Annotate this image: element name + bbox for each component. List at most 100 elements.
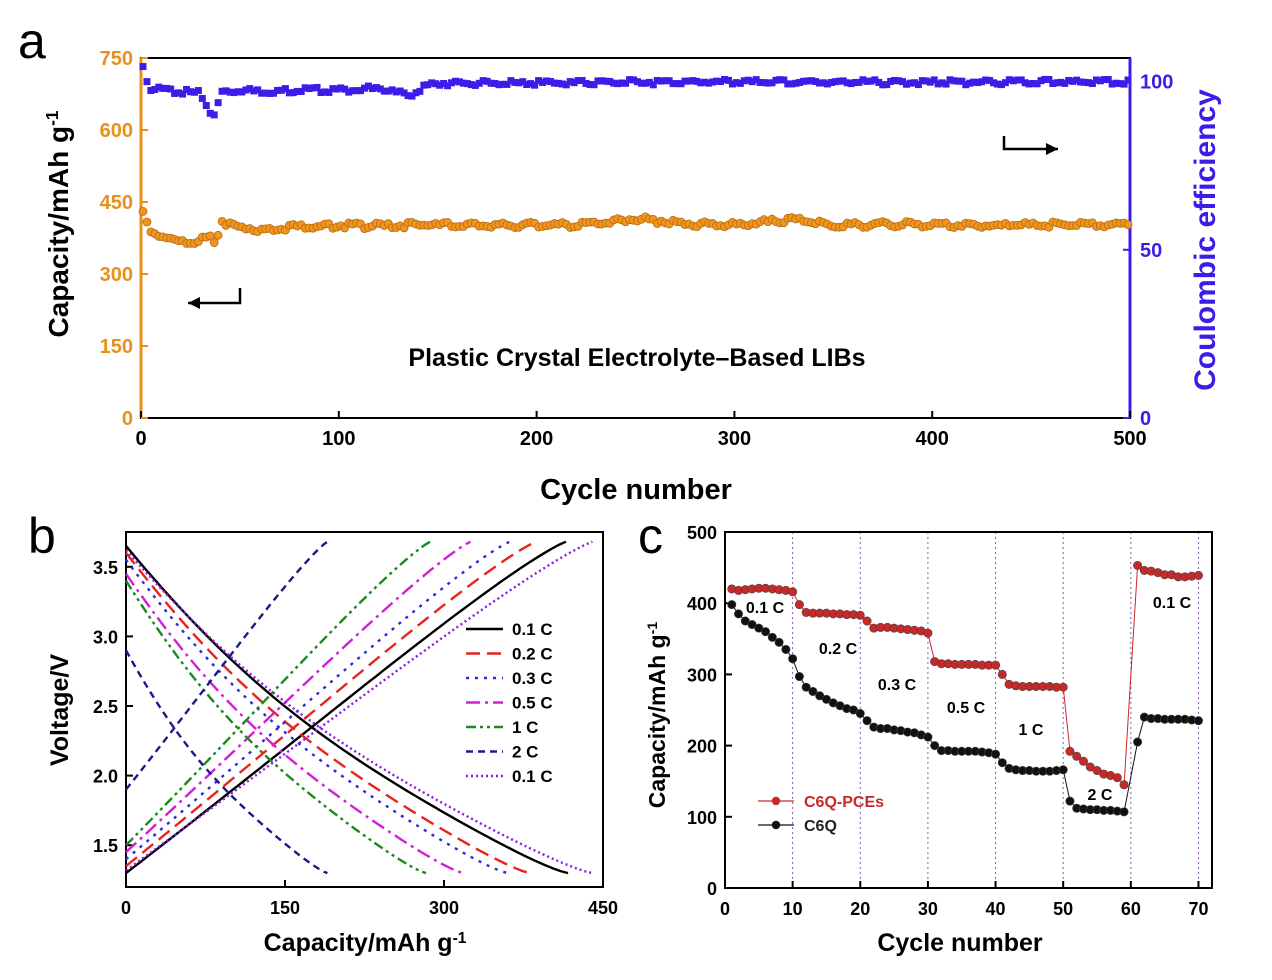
efficiency-point xyxy=(179,90,187,98)
efficiency-point xyxy=(930,76,938,84)
y-right-tick-label-a: 50 xyxy=(1140,240,1162,262)
right-arrow xyxy=(1002,136,1058,151)
efficiency-point xyxy=(222,87,230,95)
x-tick-label-c: 0 xyxy=(720,899,730,919)
efficiency-point xyxy=(214,99,222,107)
x-tick-label-a: 100 xyxy=(322,428,355,450)
efficiency-point xyxy=(578,76,586,84)
panel-label-c: c xyxy=(638,508,663,564)
efficiency-point xyxy=(808,77,816,85)
efficiency-point xyxy=(254,86,262,94)
y-tick-label-b: 1.5 xyxy=(93,836,118,856)
efficiency-point xyxy=(412,89,420,97)
y-right-tick-label-a: 100 xyxy=(1140,72,1173,94)
y-tick-label-b: 2.0 xyxy=(93,767,118,787)
efficiency-point xyxy=(250,87,258,95)
c6q-pces-point xyxy=(1058,682,1068,692)
y-left-tick-label-a: 0 xyxy=(122,408,133,430)
efficiency-point xyxy=(784,80,792,88)
x-tick-label-c: 70 xyxy=(1188,899,1208,919)
efficiency-point xyxy=(736,79,744,87)
panel-label-a: a xyxy=(18,13,46,69)
capacity-point xyxy=(209,238,219,247)
efficiency-point xyxy=(970,78,978,86)
plot-frame-b xyxy=(125,531,604,888)
efficiency-point xyxy=(685,77,693,85)
efficiency-point xyxy=(1049,80,1057,88)
efficiency-point xyxy=(728,80,736,88)
efficiency-point xyxy=(1017,76,1025,84)
efficiency-point xyxy=(289,89,297,97)
efficiency-point xyxy=(902,80,910,88)
capacity-point xyxy=(142,217,152,227)
efficiency-point xyxy=(1041,75,1049,83)
efficiency-point xyxy=(1100,76,1108,84)
plot-frame-c xyxy=(724,531,1213,889)
c6q-point xyxy=(1133,737,1143,747)
efficiency-point xyxy=(962,81,970,89)
y-tick-label-c: 200 xyxy=(687,737,717,757)
efficiency-point xyxy=(649,81,657,89)
y-left-axis-title-a: Capacity/mAh g-1 xyxy=(42,110,74,337)
efficiency-point xyxy=(934,80,942,88)
c6q-pces-point xyxy=(1119,780,1129,790)
c6q-point xyxy=(774,637,784,647)
c6q-point xyxy=(761,627,771,637)
efficiency-point xyxy=(491,79,499,87)
efficiency-point xyxy=(416,87,424,95)
efficiency-point xyxy=(151,85,159,93)
x-tick-label-c: 30 xyxy=(918,899,938,919)
y-left-axis-title-a-main: Capacity/mAh g xyxy=(43,126,74,338)
efficiency-point xyxy=(891,76,899,84)
efficiency-point xyxy=(855,78,863,86)
y-tick-label-c: 500 xyxy=(687,523,717,543)
y-tick-label-c: 400 xyxy=(687,594,717,614)
efficiency-point xyxy=(871,76,879,84)
y-left-tick-label-a: 450 xyxy=(100,192,133,214)
efficiency-point xyxy=(266,89,274,97)
efficiency-point xyxy=(1009,77,1017,85)
efficiency-point xyxy=(788,80,796,88)
capacity-point xyxy=(213,230,223,240)
efficiency-point xyxy=(515,79,523,87)
c6q-point xyxy=(794,672,804,682)
efficiency-point xyxy=(531,81,539,89)
efficiency-point xyxy=(637,79,645,87)
efficiency-point xyxy=(459,79,467,87)
c6q-pces-point xyxy=(991,660,1001,670)
efficiency-point xyxy=(420,81,428,89)
right-arrow-head xyxy=(1046,143,1058,155)
efficiency-point xyxy=(661,77,669,85)
y-axis-title-b: Voltage/V xyxy=(46,654,74,766)
rate-label-c: 0.2 C xyxy=(819,641,858,658)
efficiency-point xyxy=(313,83,321,91)
efficiency-point xyxy=(1116,80,1124,88)
efficiency-point xyxy=(361,84,369,92)
efficiency-point xyxy=(697,79,705,87)
efficiency-point xyxy=(867,77,875,85)
efficiency-point xyxy=(1124,76,1132,84)
efficiency-point xyxy=(835,77,843,85)
efficiency-point xyxy=(226,88,234,96)
rate-label-c: 0.1 C xyxy=(746,600,785,617)
efficiency-point xyxy=(574,77,582,85)
efficiency-point xyxy=(776,76,784,84)
c6q-point xyxy=(801,682,811,692)
c6q-pces-point xyxy=(1072,751,1082,761)
efficiency-point xyxy=(713,77,721,85)
efficiency-point xyxy=(1025,80,1033,88)
efficiency-point xyxy=(1005,76,1013,84)
efficiency-point xyxy=(618,79,626,87)
c6q-pces-point xyxy=(997,669,1007,679)
c6q-pces-point xyxy=(1078,756,1088,766)
efficiency-point xyxy=(479,77,487,85)
panel-a: 0 100 200 300 400 5000150300450600750050100Pl… xyxy=(42,48,1222,506)
efficiency-point xyxy=(590,81,598,89)
efficiency-point xyxy=(993,80,1001,88)
c6q-pces-point xyxy=(788,587,798,597)
efficiency-point xyxy=(883,81,891,89)
capacity-point xyxy=(138,206,148,216)
efficiency-point xyxy=(372,84,380,92)
legend-swatch-marker-c xyxy=(771,820,781,830)
